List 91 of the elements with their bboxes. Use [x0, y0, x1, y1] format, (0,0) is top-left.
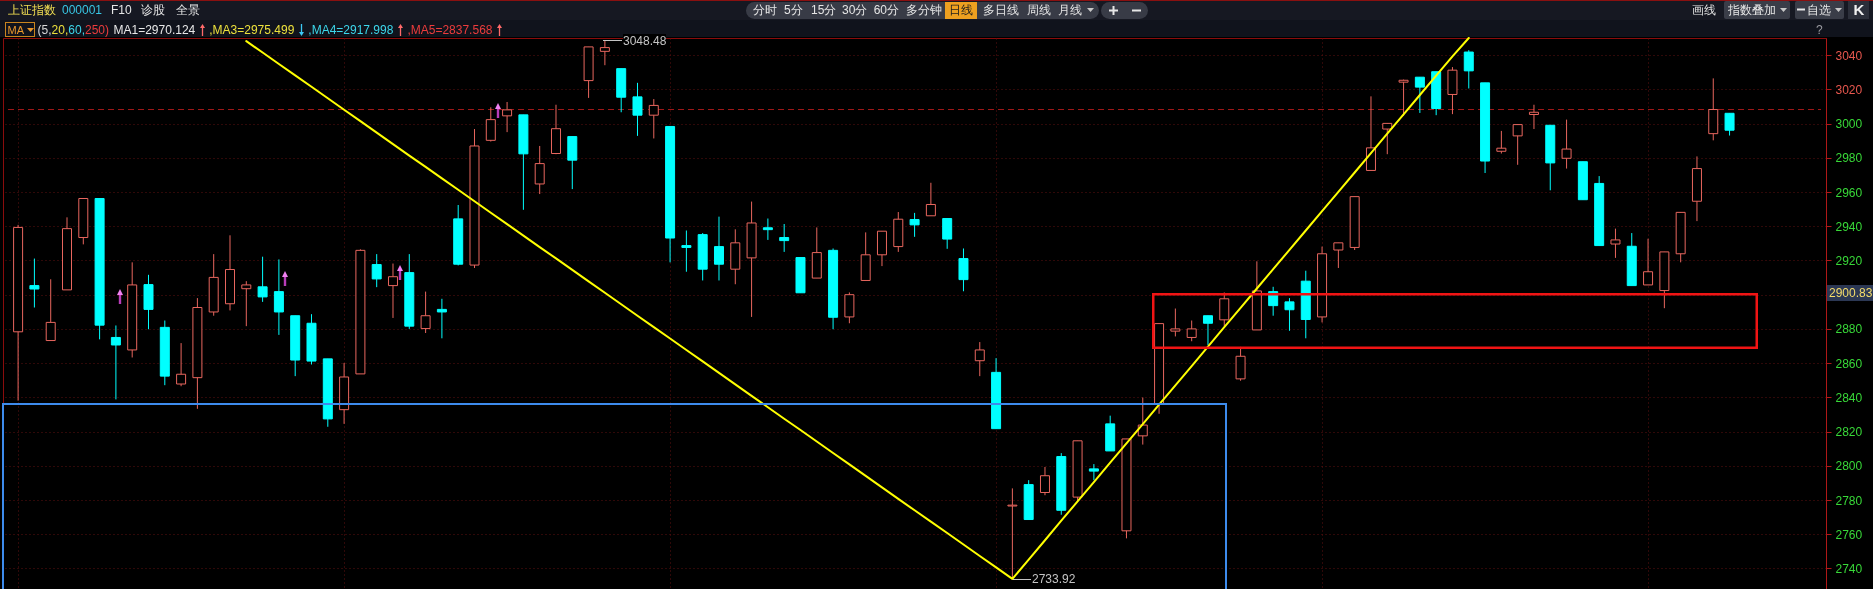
text: 月线 [1058, 3, 1083, 17]
text: 画线 [1692, 3, 1716, 17]
text: ,MA5=2837.568 [407, 23, 493, 37]
candlestick [1610, 228, 1621, 259]
candlestick [567, 136, 578, 190]
annotation: 3048.48 [623, 34, 667, 48]
candlestick [257, 256, 268, 303]
text: 60分 [873, 3, 900, 17]
text: ? [1816, 23, 1823, 37]
candlestick [534, 145, 545, 195]
y-tick-label: 2960 [1835, 185, 1863, 200]
candlestick [648, 98, 659, 139]
y-tick-label: 3040 [1835, 48, 1863, 63]
candlestick [1528, 104, 1539, 130]
candlestick [29, 258, 40, 309]
candlestick [1186, 320, 1197, 342]
text: 15分 [811, 3, 837, 17]
candlestick [45, 278, 56, 342]
y-tick-label: 2940 [1835, 219, 1863, 234]
candlestick [1088, 463, 1099, 481]
candlestick [681, 230, 692, 273]
candlestick [599, 40, 610, 66]
candlestick [1137, 397, 1148, 446]
y-tick-label: 2880 [1835, 322, 1863, 337]
y-tick-label: 2800 [1835, 459, 1863, 474]
candlestick [371, 253, 382, 288]
candlestick [176, 342, 187, 387]
text: (5,20,60,250) [37, 23, 110, 37]
text: 指数叠加 [1728, 3, 1776, 17]
chart-title: 上证指数 [8, 3, 56, 17]
candlestick [436, 298, 447, 339]
candlestick [1235, 346, 1246, 382]
text: 分时 [752, 3, 777, 17]
text: ,MA3=2975.499 [209, 23, 295, 37]
candlestick [1512, 124, 1523, 166]
y-tick-label: 2780 [1835, 493, 1863, 508]
candlestick [1365, 95, 1376, 171]
candlestick [762, 218, 773, 241]
candlestick [241, 280, 252, 327]
text: 30分 [842, 3, 868, 17]
candlestick [958, 247, 969, 292]
candlestick [1382, 122, 1393, 155]
candlestick [1039, 466, 1050, 496]
y-tick-label: 3000 [1835, 117, 1863, 132]
text: K [1853, 1, 1865, 18]
candlestick [1202, 315, 1213, 346]
y-tick-label: 3020 [1835, 82, 1863, 97]
text: 诊股 [141, 3, 165, 17]
y-tick-label: 2980 [1835, 151, 1863, 166]
candlestick [632, 82, 643, 137]
candlestick [1496, 130, 1507, 154]
y-tick-label: 2920 [1835, 253, 1863, 268]
candlestick [974, 341, 985, 377]
candlestick [876, 230, 887, 267]
annotation: 2733.92 [1032, 572, 1076, 586]
candlestick [844, 291, 855, 324]
text: F10 [111, 3, 132, 17]
text: 5分 [784, 3, 803, 17]
text: MA [7, 23, 24, 37]
candlestick [110, 324, 121, 400]
candlestick [1219, 291, 1230, 327]
text: 2900.83 [1827, 285, 1873, 301]
candlestick [420, 291, 431, 334]
chart-subtitle: 000001 [62, 3, 103, 17]
text: 全景 [175, 3, 200, 17]
candlestick [713, 216, 724, 281]
candlestick [1007, 487, 1018, 580]
text: 多日线 [982, 3, 1019, 17]
candlestick [925, 182, 936, 217]
y-tick-label: 2760 [1835, 527, 1863, 542]
candlestick [1333, 242, 1344, 269]
y-tick-label: 2840 [1835, 390, 1863, 405]
y-tick-label: 2740 [1835, 561, 1863, 576]
text: MA1=2970.124 [113, 23, 196, 37]
candlestick [909, 212, 920, 238]
candlestick [779, 223, 790, 253]
text: 多分钟 [906, 3, 942, 17]
y-tick-label: 2820 [1835, 425, 1863, 440]
candlestick [1643, 238, 1654, 286]
y-tick-label: 2860 [1835, 356, 1863, 371]
candlestick [1414, 76, 1425, 114]
candlestick [942, 218, 953, 250]
candlestick [1463, 49, 1474, 89]
text: 日线 [945, 2, 977, 19]
candlestick [1284, 297, 1295, 332]
text: 周线 [1027, 3, 1051, 17]
candlestick [1724, 112, 1735, 137]
text: ,MA4=2917.998 [308, 23, 394, 37]
text: 自选 [1807, 3, 1831, 17]
candlestick [1561, 119, 1572, 170]
candlestick [1170, 308, 1181, 337]
